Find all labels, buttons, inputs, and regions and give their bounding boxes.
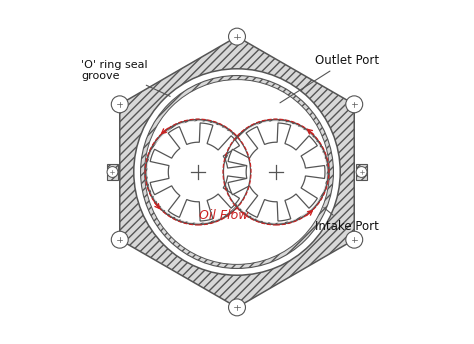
Polygon shape [228, 123, 325, 221]
Text: 'O' ring seal
groove: 'O' ring seal groove [82, 60, 170, 96]
Circle shape [346, 96, 363, 113]
Circle shape [225, 121, 327, 223]
Text: Outlet Port: Outlet Port [280, 54, 379, 103]
Polygon shape [108, 164, 118, 180]
Circle shape [107, 166, 118, 178]
Circle shape [228, 28, 246, 45]
Circle shape [146, 120, 251, 224]
Polygon shape [150, 123, 247, 221]
Circle shape [223, 120, 328, 224]
Circle shape [134, 69, 340, 275]
Circle shape [346, 231, 363, 248]
Circle shape [111, 96, 128, 113]
Circle shape [141, 76, 333, 268]
Polygon shape [120, 36, 354, 308]
Text: Oil Flow: Oil Flow [199, 209, 248, 223]
Circle shape [228, 299, 246, 316]
Circle shape [111, 231, 128, 248]
Circle shape [147, 121, 249, 223]
Text: Intake Port: Intake Port [315, 207, 379, 233]
Polygon shape [356, 164, 366, 180]
Circle shape [356, 166, 367, 178]
Circle shape [145, 79, 329, 265]
